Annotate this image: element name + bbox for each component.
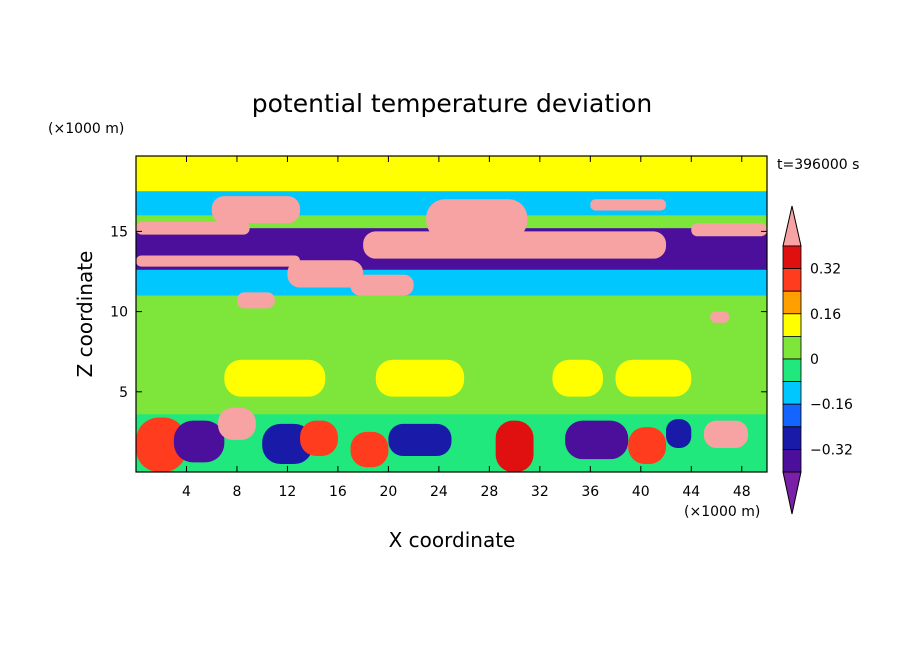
x-tick-label: 8	[232, 484, 241, 500]
x-tick-label: 20	[379, 484, 397, 500]
colorbar-swatch	[782, 403, 802, 428]
field-region	[218, 407, 256, 440]
x-axis-label: X coordinate	[389, 528, 516, 552]
field-region	[388, 423, 452, 456]
field-region	[136, 417, 187, 472]
field-region	[615, 359, 692, 397]
colorbar-swatch	[782, 290, 802, 315]
colorbar-swatch	[782, 358, 802, 383]
field-region	[136, 156, 767, 192]
field-region	[552, 359, 603, 397]
y-tick-label: 15	[110, 224, 128, 240]
field-region	[350, 431, 389, 468]
colorbar-min-arrow	[782, 471, 802, 515]
field-region	[136, 221, 250, 235]
temperature-field	[136, 156, 767, 472]
colorbar-swatch	[782, 335, 802, 360]
y-tick-label: 10	[110, 305, 128, 321]
x-tick-label: 28	[480, 484, 498, 500]
x-tick-label: 4	[182, 484, 191, 500]
colorbar-swatch	[782, 426, 802, 450]
field-region	[363, 231, 667, 259]
field-region	[703, 420, 749, 448]
colorbar-tick-label: −0.32	[810, 442, 853, 458]
x-axis-ticks: 4 8 12 16 20 24 28 32 36 40 44 48	[182, 156, 751, 500]
y-axis-label: Z coordinate	[73, 251, 97, 378]
field-region	[375, 359, 465, 397]
plot-frame	[135, 155, 768, 473]
field-region	[628, 427, 667, 464]
field-region	[300, 420, 338, 456]
x-tick-label: 48	[733, 484, 751, 500]
colorbar-swatch	[782, 268, 802, 292]
colorbar-tick-label: 0.16	[810, 307, 841, 323]
colorbar-swatch	[782, 381, 802, 405]
field-region	[710, 311, 730, 323]
colorbar-max-arrow	[782, 205, 802, 247]
field-region	[590, 199, 667, 211]
field-region	[666, 419, 692, 448]
chart-title: potential temperature deviation	[252, 89, 652, 118]
field-region	[136, 255, 301, 267]
x-tick-label: 44	[682, 484, 700, 500]
x-tick-label: 24	[430, 484, 448, 500]
colorbar: 0.32 0.16 0 −0.16 −0.32	[782, 205, 853, 515]
field-region	[224, 359, 326, 397]
field-region	[262, 423, 313, 464]
x-tick-label: 40	[632, 484, 650, 500]
y-unit-label: (×1000 m)	[48, 121, 124, 137]
field-region	[211, 196, 301, 224]
x-tick-label: 16	[329, 484, 347, 500]
y-tick-label: 5	[119, 385, 128, 401]
time-label: t=396000 s	[777, 157, 859, 173]
field-region	[426, 199, 528, 240]
x-tick-label: 32	[531, 484, 549, 500]
field-region	[350, 274, 414, 296]
colorbar-tick-label: 0	[810, 352, 819, 368]
field-region	[173, 420, 225, 463]
x-tick-label: 12	[279, 484, 297, 500]
x-tick-label: 36	[581, 484, 599, 500]
x-unit-label: (×1000 m)	[684, 504, 760, 520]
colorbar-tick-label: 0.32	[810, 262, 841, 278]
colorbar-swatch	[782, 245, 802, 270]
colorbar-swatch	[782, 313, 802, 337]
field-region	[495, 420, 534, 472]
field-region	[287, 260, 364, 288]
colorbar-tick-label: −0.16	[810, 397, 853, 413]
colorbar-swatch	[782, 448, 802, 473]
y-axis-ticks: 5 10 15	[110, 224, 767, 401]
field-region	[565, 420, 629, 460]
field-region	[136, 269, 767, 296]
field-region	[236, 292, 275, 309]
field-region	[691, 223, 767, 237]
